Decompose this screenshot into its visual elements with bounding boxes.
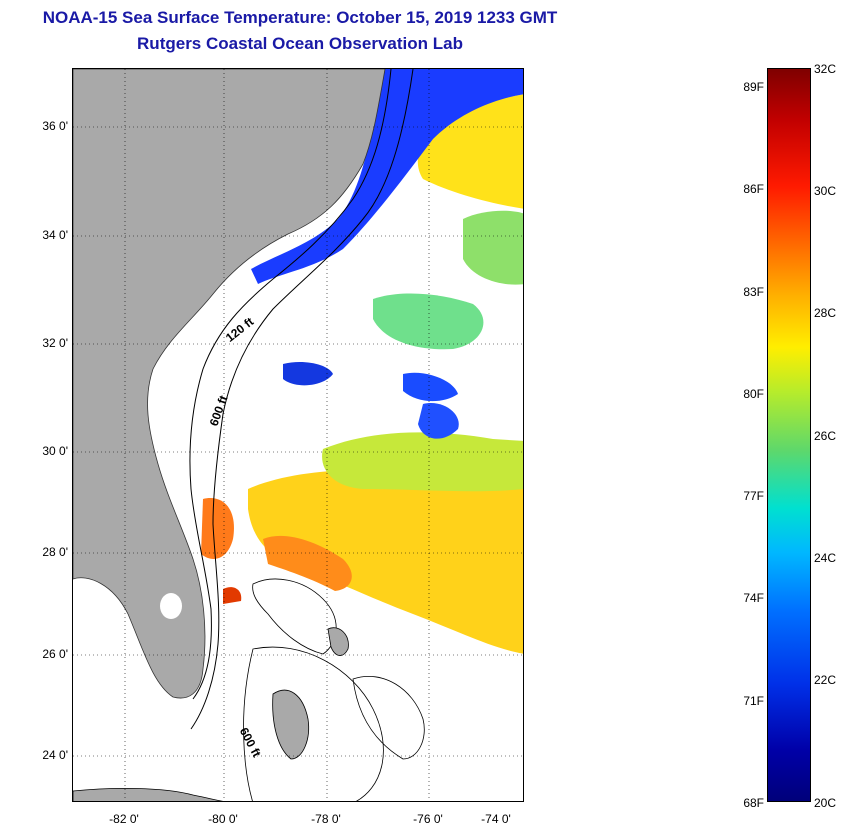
colorbar-c-26: 26C xyxy=(814,429,837,443)
lat-label-28: 28 0' xyxy=(42,545,68,559)
sst-hot-patch-2 xyxy=(263,535,352,591)
bahamas-bank-2 xyxy=(243,646,384,801)
sst-cold-patch-3 xyxy=(418,403,459,439)
lon-label-74: -74 0' xyxy=(481,812,511,826)
sst-teal-patch-2 xyxy=(463,210,523,285)
isobath-600ft xyxy=(190,69,414,730)
sst-teal-patch xyxy=(373,293,484,350)
lat-label-26: 26 0' xyxy=(42,647,68,661)
colorbar-f-77: 77F xyxy=(743,489,764,503)
colorbar-f-68: 68F xyxy=(743,796,764,810)
colorbar-f-86: 86F xyxy=(743,182,764,196)
sst-cold-patch-2 xyxy=(403,372,458,402)
sst-hot-patch xyxy=(201,498,234,559)
lon-label-76: -76 0' xyxy=(413,812,443,826)
lon-label-82: -82 0' xyxy=(109,812,139,826)
lat-label-36: 36 0' xyxy=(42,119,68,133)
land-mainland xyxy=(73,69,386,699)
lat-label-24: 24 0' xyxy=(42,748,68,762)
colorbar-c-24: 24C xyxy=(814,551,837,565)
sst-green-region xyxy=(322,432,523,492)
sst-hot-patch-3 xyxy=(223,587,242,604)
colorbar-f-74: 74F xyxy=(743,591,764,605)
colorbar-c-20: 20C xyxy=(814,796,837,810)
lat-label-30: 30 0' xyxy=(42,444,68,458)
lat-label-34: 34 0' xyxy=(42,228,68,242)
colorbar-f-71: 71F xyxy=(743,694,764,708)
bahamas-bank xyxy=(252,578,337,655)
temperature-colorbar xyxy=(767,68,811,802)
colorbar-c-32: 32C xyxy=(814,62,837,76)
sst-map: 120 ft 600 ft 600 ft xyxy=(72,68,524,802)
colorbar-c-22: 22C xyxy=(814,673,837,687)
sst-warm-region xyxy=(248,468,523,654)
bahamas-andros xyxy=(272,689,310,760)
cuba-coast xyxy=(73,787,223,801)
sst-cold-patch xyxy=(283,362,333,386)
colorbar-f-89: 89F xyxy=(743,80,764,94)
isobath-label-600ft: 600 ft xyxy=(207,394,231,428)
colorbar-f-80: 80F xyxy=(743,387,764,401)
bahamas-eleuthera xyxy=(327,627,349,656)
lon-label-78: -78 0' xyxy=(311,812,341,826)
isobath-label-bahamas: 600 ft xyxy=(237,725,264,759)
map-subtitle: Rutgers Coastal Ocean Observation Lab xyxy=(137,34,463,53)
lake-okeechobee xyxy=(160,593,182,619)
bahamas-bank-3 xyxy=(352,676,425,760)
colorbar-c-30: 30C xyxy=(814,184,837,198)
map-title: NOAA-15 Sea Surface Temperature: October… xyxy=(42,8,558,27)
isobath-120ft xyxy=(189,69,392,700)
colorbar-f-83: 83F xyxy=(743,285,764,299)
sst-map-canvas: 120 ft 600 ft 600 ft xyxy=(73,69,523,801)
graticule xyxy=(73,69,523,801)
colorbar-c-28: 28C xyxy=(814,306,837,320)
lat-label-32: 32 0' xyxy=(42,336,68,350)
lon-label-80: -80 0' xyxy=(208,812,238,826)
